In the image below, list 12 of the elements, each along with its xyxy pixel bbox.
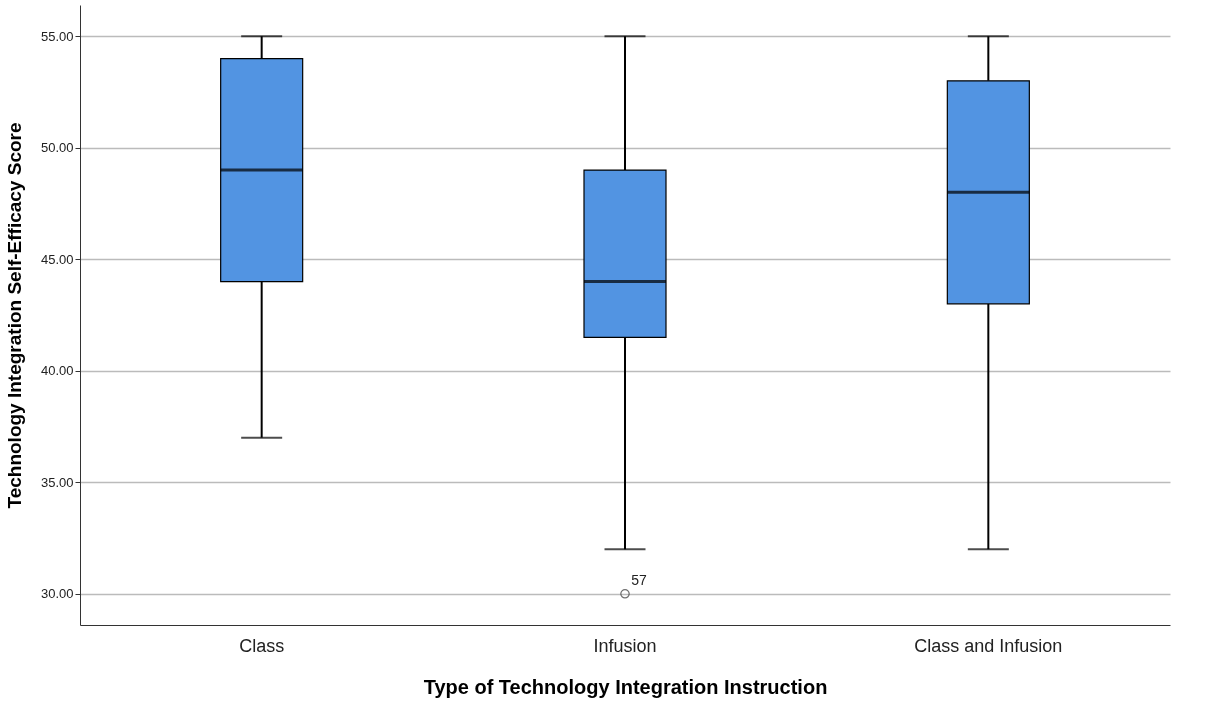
y-tick-label: 45.00	[40, 251, 74, 267]
y-tick-label: 55.00	[40, 28, 74, 44]
x-axis-title: Type of Technology Integration Instruction	[423, 675, 828, 698]
y-axis-title: Technology Integration Self-Efficacy Score	[3, 122, 25, 509]
x-tick-label: Class	[239, 635, 285, 656]
annotation: 57	[631, 571, 647, 588]
x-tick-label: Class and Infusion	[914, 635, 1063, 656]
y-tick-label: 35.00	[40, 474, 74, 490]
y-tick-label: 40.00	[40, 363, 74, 379]
x-tick-label: Infusion	[593, 635, 657, 656]
y-tick-label: 30.00	[40, 586, 74, 602]
y-tick-label: 50.00	[40, 140, 74, 156]
